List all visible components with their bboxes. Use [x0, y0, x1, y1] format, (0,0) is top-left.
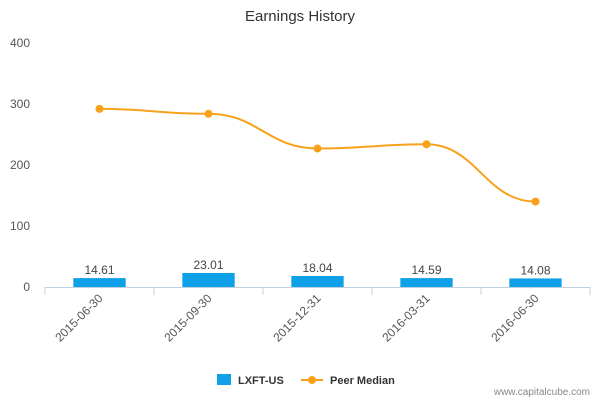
y-tick-label: 300 [10, 97, 30, 111]
y-tick-label: 200 [10, 158, 30, 172]
bar-data-label: 14.59 [411, 263, 441, 277]
bar [73, 278, 126, 287]
bar [291, 275, 344, 287]
peer-median-marker [531, 197, 540, 206]
y-axis: 0 100 200 300 400 [10, 36, 30, 294]
peer-median-marker [313, 144, 322, 153]
bar-data-labels: 14.61 23.01 18.04 14.59 14.08 [84, 258, 550, 277]
legend-swatch-marker [308, 376, 316, 384]
legend-label-bar: LXFT-US [238, 375, 284, 387]
bar [509, 278, 562, 287]
legend: LXFT-US Peer Median [217, 374, 395, 387]
bar [182, 272, 235, 287]
bar-data-label: 14.61 [84, 263, 114, 277]
y-tick-label: 0 [23, 280, 30, 294]
y-tick-label: 400 [10, 36, 30, 50]
credit-text: www.capitalcube.com [493, 387, 590, 398]
x-tick-label: 2015-12-31 [270, 291, 324, 345]
bar-series [73, 272, 562, 287]
bar-data-label: 14.08 [520, 263, 550, 277]
bar-data-label: 23.01 [193, 258, 223, 272]
x-tick-label: 2015-06-30 [52, 291, 106, 345]
peer-median-marker [422, 140, 431, 149]
x-tick-label: 2016-03-31 [379, 291, 433, 345]
bar-data-label: 18.04 [302, 261, 332, 275]
peer-median-marker [204, 109, 213, 118]
peer-median-marker [95, 104, 104, 113]
x-tick-label: 2016-06-30 [488, 291, 542, 345]
x-axis: 2015-06-30 2015-09-30 2015-12-31 2016-03-31… [44, 287, 591, 345]
line-series [95, 104, 540, 206]
peer-median-line [99, 107, 536, 203]
bar [400, 278, 453, 287]
y-tick-label: 100 [10, 219, 30, 233]
chart-title: Earnings History [245, 8, 356, 25]
legend-swatch-bar [217, 374, 231, 385]
x-tick-label: 2015-09-30 [161, 291, 215, 345]
legend-label-line: Peer Median [330, 375, 395, 387]
